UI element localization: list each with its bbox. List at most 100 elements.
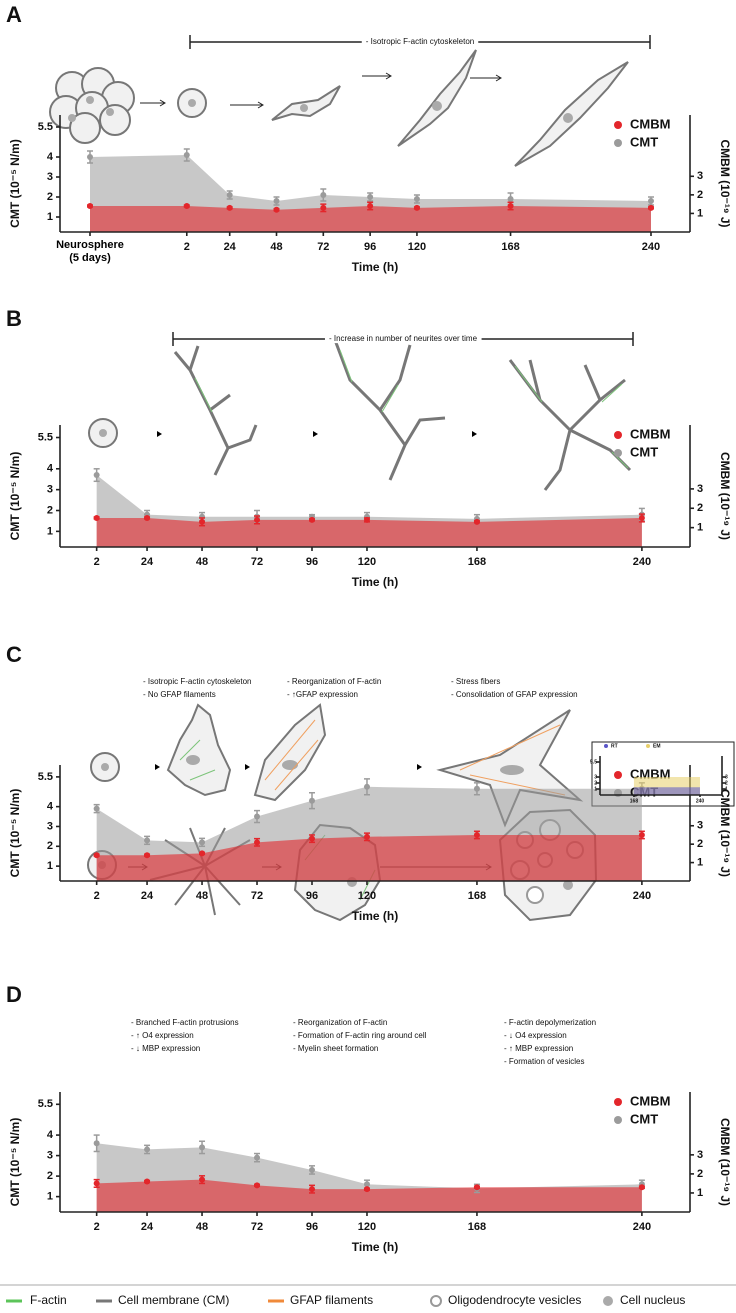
point xyxy=(93,852,100,859)
point xyxy=(93,514,100,521)
legend-swatch xyxy=(614,1116,622,1124)
point xyxy=(199,1176,206,1183)
y2-tick-label: 2 xyxy=(697,838,703,850)
point xyxy=(199,839,206,846)
annotation: - Consolidation of GFAP expression xyxy=(451,690,578,699)
point xyxy=(473,785,480,792)
annotation-bg xyxy=(361,37,479,47)
point xyxy=(254,1182,261,1189)
legend-swatch xyxy=(614,1098,622,1106)
point xyxy=(199,850,206,857)
y2-axis-title: CMBM (10⁻¹⁹ J) xyxy=(718,139,732,227)
x-axis-title: Time (h) xyxy=(352,909,398,923)
annotation: - No GFAP filaments xyxy=(143,690,216,699)
point xyxy=(363,783,370,790)
x-axis-title: Time (h) xyxy=(352,260,398,274)
point xyxy=(363,1181,370,1188)
x-tick-label: 48 xyxy=(196,556,208,568)
y2-tick-label: 2 xyxy=(697,502,703,514)
y-tick-label: 4 xyxy=(47,1129,54,1141)
y-tick-label: 2 xyxy=(594,780,597,786)
legend-label: CMT xyxy=(630,444,658,459)
x-tick-label: Neurosphere (5 days) xyxy=(56,239,124,264)
key: F-actin Cell membrane (CM) GFAP filament… xyxy=(0,1284,736,1307)
x-tick-label: 2 xyxy=(184,241,190,253)
y2-tick-label: 2 xyxy=(697,1168,703,1180)
y-tick-label: 5.5 xyxy=(38,431,53,443)
point xyxy=(93,805,100,812)
legend-swatch xyxy=(614,771,622,779)
x-axis-title: Time (h) xyxy=(352,575,398,589)
x-tick-label: 96 xyxy=(306,1221,318,1233)
legend-label: RT xyxy=(611,743,618,749)
point xyxy=(309,516,315,523)
y2-tick-label: 3 xyxy=(697,1149,703,1161)
y2-axis-title: CMBM (10⁻¹⁹ J) xyxy=(718,1118,732,1206)
point xyxy=(144,852,151,859)
x-tick-label: 120 xyxy=(358,890,376,902)
panel-letter: A xyxy=(6,2,22,27)
annotation: - ↓ MBP expression xyxy=(131,1044,200,1053)
x-tick-label: 240 xyxy=(642,241,660,253)
legend-swatch xyxy=(614,449,622,457)
x-tick-label: 72 xyxy=(251,556,263,568)
legend-label: EM xyxy=(653,743,661,749)
legend-label: CMBM xyxy=(630,116,670,131)
key-label: Cell nucleus xyxy=(620,1293,685,1307)
area xyxy=(96,1179,642,1212)
x-tick-label: 240 xyxy=(696,798,705,804)
annotation: - Reorganization of F-actin xyxy=(287,677,381,686)
legend-swatch xyxy=(646,744,650,748)
legend-label: CMBM xyxy=(630,1093,670,1108)
y-tick-label: 5.5 xyxy=(590,759,597,765)
legend-label: CMBM xyxy=(630,426,670,441)
point xyxy=(144,1146,151,1153)
y-tick-label: 1 xyxy=(47,211,53,223)
illustration-a xyxy=(49,49,629,167)
legend-swatch xyxy=(614,431,622,439)
point xyxy=(183,203,190,209)
point xyxy=(473,831,480,838)
y-tick-label: 3 xyxy=(47,1149,53,1161)
x-tick-label: 168 xyxy=(468,890,486,902)
annotation: - Reorganization of F-actin xyxy=(293,1018,387,1027)
y-tick-label: 4 xyxy=(47,151,54,163)
x-tick-label: 72 xyxy=(317,241,329,253)
annotation: - Formation of F-actin ring around cell xyxy=(293,1031,427,1040)
illustration-b xyxy=(88,339,632,491)
x-tick-label: 96 xyxy=(306,890,318,902)
x-tick-label: 48 xyxy=(270,241,282,253)
x-tick-label: 72 xyxy=(251,1221,263,1233)
x-tick-label: 24 xyxy=(224,241,237,253)
y2-tick-label: 1 xyxy=(697,1187,703,1199)
point xyxy=(93,1180,100,1187)
point xyxy=(87,203,93,209)
legend-swatch xyxy=(614,121,622,129)
point xyxy=(413,204,420,211)
x-tick-label: 240 xyxy=(633,890,651,902)
annotation: - Isotropic F-actin cytoskeleton xyxy=(143,677,251,686)
y-tick-label: 4 xyxy=(47,463,54,475)
x-tick-label: 120 xyxy=(408,241,426,253)
point xyxy=(309,1186,315,1193)
point xyxy=(309,835,315,842)
area xyxy=(96,834,642,881)
point xyxy=(254,516,261,523)
point xyxy=(473,518,480,525)
point xyxy=(93,1140,100,1147)
point xyxy=(226,192,233,198)
annotation: - Branched F-actin protrusions xyxy=(131,1018,239,1027)
point xyxy=(507,196,514,202)
annotation-bg xyxy=(324,334,482,344)
x-tick-label: 24 xyxy=(141,556,154,568)
y-tick-label: 1 xyxy=(594,786,597,792)
y-axis-title: CMT (10⁻⁵ N/m) xyxy=(8,789,22,878)
y-tick-label: 2 xyxy=(47,840,53,852)
point xyxy=(144,837,151,844)
area xyxy=(96,517,642,547)
y2-tick-label: 2 xyxy=(725,780,728,786)
annotation: - ↑ MBP expression xyxy=(504,1044,573,1053)
point xyxy=(507,203,514,209)
annotation: - ↑ O4 expression xyxy=(131,1031,194,1040)
y2-tick-label: 1 xyxy=(697,522,703,534)
